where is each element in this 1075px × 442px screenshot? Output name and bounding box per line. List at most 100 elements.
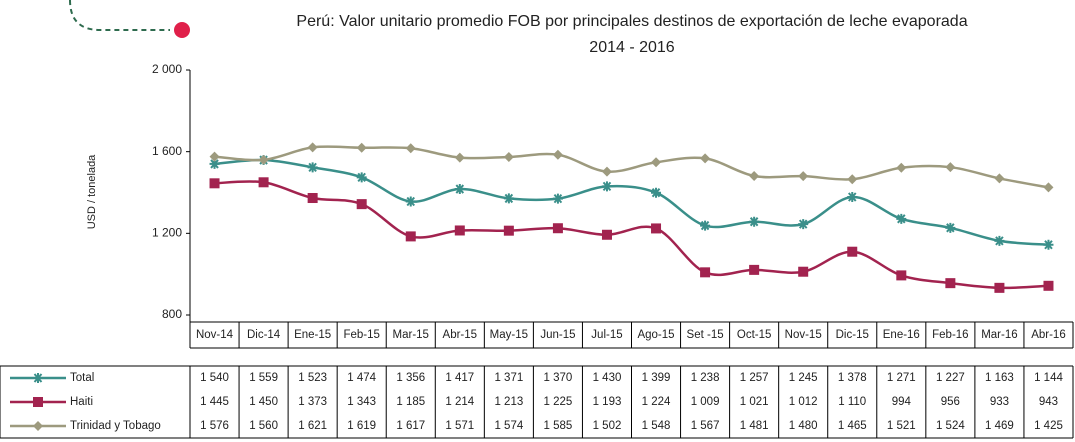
marker [454, 184, 465, 195]
marker [994, 282, 1005, 293]
table-cell: 1 465 [838, 420, 867, 432]
marker [258, 154, 269, 165]
x-tick-label: Oct-15 [737, 329, 772, 341]
x-tick-label: Ene-15 [294, 329, 331, 341]
table-cell: 1 144 [1034, 372, 1063, 384]
marker [945, 222, 956, 233]
y-axis-label: USD / tonelada [86, 154, 98, 229]
marker [700, 267, 711, 278]
x-tick-label: May-15 [490, 329, 528, 341]
marker [651, 157, 662, 168]
x-tick-label: Mar-15 [393, 329, 429, 341]
marker [651, 223, 662, 234]
table-cell: 1 450 [249, 396, 278, 408]
marker [356, 142, 367, 153]
table-cell: 1 576 [200, 420, 229, 432]
marker [847, 246, 858, 257]
marker [945, 278, 956, 289]
table-cell: 1 430 [593, 372, 622, 384]
x-tick-label: Dic-15 [836, 329, 869, 341]
table-cell: 1 356 [396, 372, 425, 384]
marker [847, 174, 858, 185]
table-cell: 1 214 [445, 396, 474, 408]
marker [33, 421, 43, 431]
marker [994, 173, 1005, 184]
x-tick-label: Ene-16 [883, 329, 920, 341]
marker [405, 143, 416, 154]
table-cell: 1 480 [789, 420, 818, 432]
table-cell: 1 371 [494, 372, 523, 384]
table-cell: 1 540 [200, 372, 229, 384]
marker [356, 199, 367, 210]
table-cell: 1 373 [298, 396, 327, 408]
marker [798, 266, 809, 277]
marker [258, 177, 269, 188]
table-cell: 1 445 [200, 396, 229, 408]
table-cell: 1 619 [347, 420, 376, 432]
series-line [214, 158, 1049, 247]
marker [1043, 182, 1054, 193]
chart-title: Perú: Valor unitario promedio FOB por pr… [296, 13, 967, 30]
marker [552, 193, 563, 204]
x-tick-label: Mar-16 [981, 329, 1017, 341]
table-cell: 1 021 [740, 396, 769, 408]
table-cell: 1 213 [494, 396, 523, 408]
x-tick-label: Abr-15 [443, 329, 478, 341]
y-tick-label: 1 200 [152, 226, 182, 240]
x-tick-label: Nov-15 [785, 329, 822, 341]
decoration-dot [174, 22, 190, 38]
table-cell: 1 110 [838, 396, 866, 408]
table-cell: 1 474 [347, 372, 376, 384]
table-cell: 994 [892, 396, 912, 408]
legend-label: Trinidad y Tobago [70, 420, 161, 432]
chart-subtitle: 2014 - 2016 [589, 39, 675, 56]
marker [651, 187, 662, 198]
marker [209, 178, 220, 189]
x-tick-label: Abr-16 [1031, 329, 1066, 341]
table-cell: 1 574 [494, 420, 523, 432]
marker [847, 191, 858, 202]
table-cell: 1 567 [691, 420, 720, 432]
legend-label: Total [70, 372, 94, 384]
table-cell: 1 370 [544, 372, 573, 384]
marker [896, 162, 907, 173]
table-cell: 1 523 [298, 372, 327, 384]
y-tick-label: 1 600 [152, 144, 182, 158]
marker [601, 229, 612, 240]
table-cell: 1 621 [298, 420, 327, 432]
marker [896, 213, 907, 224]
marker [798, 171, 809, 182]
marker [454, 152, 465, 163]
table-cell: 1 225 [544, 396, 573, 408]
table-cell: 1 585 [544, 420, 573, 432]
marker [1043, 239, 1054, 250]
marker [503, 151, 514, 162]
x-tick-label: Set -15 [687, 329, 724, 341]
table-cell: 1 012 [789, 396, 818, 408]
table-cell: 943 [1039, 396, 1058, 408]
marker [994, 235, 1005, 246]
table-cell: 1 571 [445, 420, 474, 432]
x-tick-label: Nov-14 [196, 329, 234, 341]
marker [356, 172, 367, 183]
series-line [214, 145, 1049, 189]
x-tick-label: Jul-15 [591, 329, 622, 341]
marker [454, 225, 465, 236]
table-cell: 933 [990, 396, 1009, 408]
marker [1043, 280, 1054, 291]
marker [503, 193, 514, 204]
marker [209, 151, 220, 162]
table-cell: 1 560 [249, 420, 278, 432]
marker [601, 166, 612, 177]
marker [601, 181, 612, 192]
x-tick-label: Dic-14 [247, 329, 281, 341]
marker [307, 193, 318, 204]
table-cell: 1 502 [593, 420, 622, 432]
marker [749, 216, 760, 227]
x-tick-label: Ago-15 [637, 329, 674, 341]
marker [307, 162, 318, 173]
marker [33, 397, 43, 407]
marker [552, 223, 563, 234]
marker [700, 220, 711, 231]
